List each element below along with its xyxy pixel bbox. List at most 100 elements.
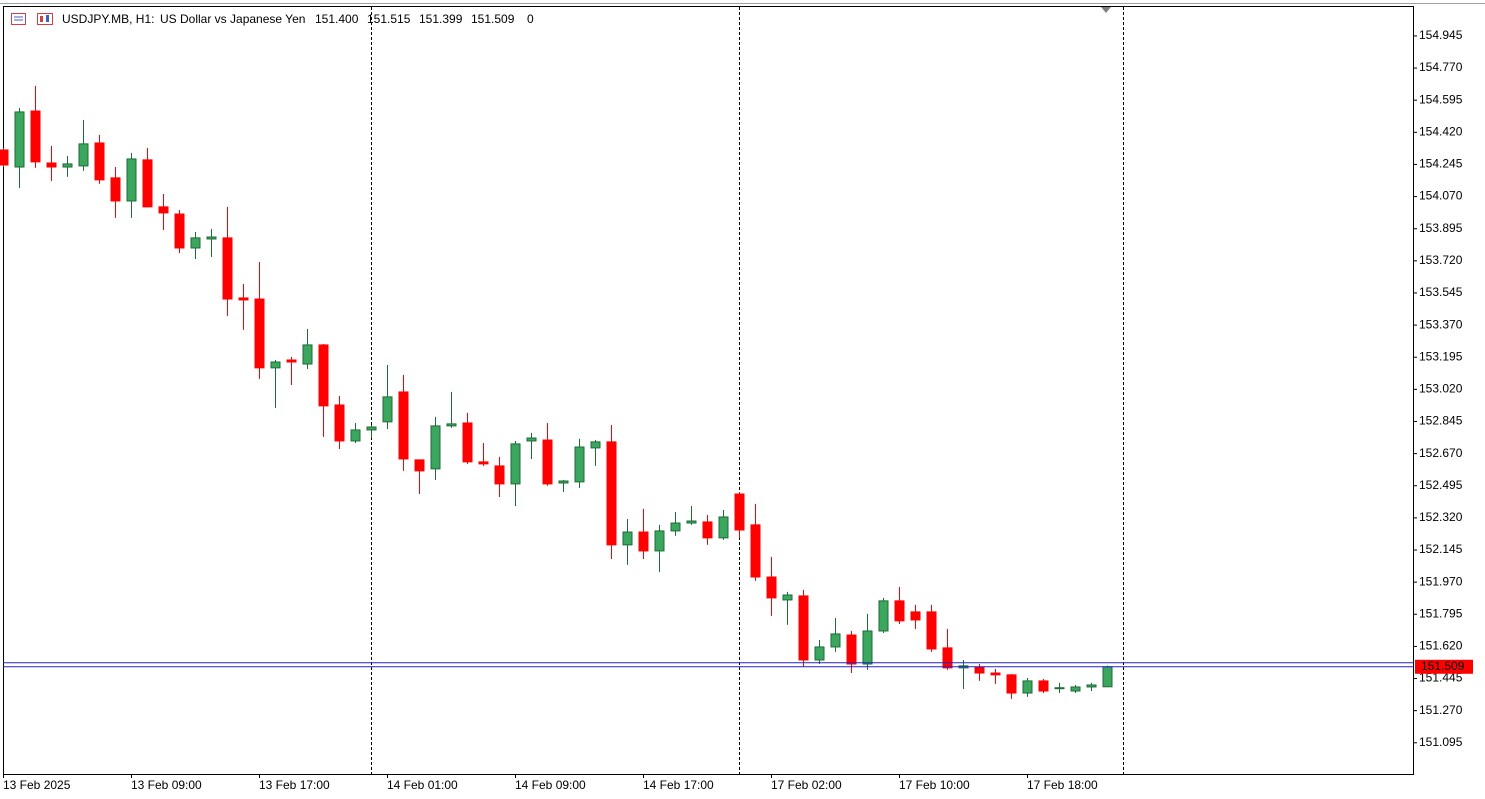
candle-body bbox=[862, 630, 873, 665]
candle-body bbox=[222, 237, 233, 300]
icon bbox=[40, 16, 43, 22]
candle-body bbox=[654, 530, 665, 552]
candle-body bbox=[734, 493, 745, 531]
y-tick-label: 151.095 bbox=[1419, 735, 1463, 749]
candle-body bbox=[910, 611, 921, 621]
candle-body bbox=[302, 344, 313, 365]
candle-body bbox=[846, 634, 857, 665]
candle-body bbox=[254, 298, 265, 369]
candle-body bbox=[974, 666, 985, 674]
y-tick-label: 154.070 bbox=[1419, 189, 1463, 203]
y-tick-label: 151.795 bbox=[1419, 606, 1463, 620]
candle-body bbox=[814, 646, 825, 661]
candle-body bbox=[750, 524, 761, 578]
candle-body bbox=[334, 404, 345, 442]
candle-body bbox=[1022, 680, 1033, 694]
y-tick-label: 153.545 bbox=[1419, 285, 1463, 299]
x-tick-label: 17 Feb 18:00 bbox=[1027, 778, 1098, 792]
period-separators bbox=[371, 7, 1124, 774]
candle-body bbox=[142, 159, 153, 208]
y-tick-label: 154.595 bbox=[1419, 92, 1463, 106]
candle-body bbox=[990, 672, 1001, 676]
candle-body bbox=[942, 647, 953, 669]
candle-body bbox=[766, 576, 777, 599]
y-tick-label: 154.420 bbox=[1419, 124, 1463, 138]
y-tick-label: 153.370 bbox=[1419, 317, 1463, 331]
candles bbox=[0, 85, 1113, 699]
y-tick-label: 153.720 bbox=[1419, 253, 1463, 267]
y-tick-label: 152.145 bbox=[1419, 542, 1463, 556]
candle-body bbox=[126, 158, 137, 202]
y-tick-label: 151.970 bbox=[1419, 574, 1463, 588]
candle-body bbox=[46, 162, 57, 168]
candle-body bbox=[798, 595, 809, 661]
candle-body bbox=[670, 522, 681, 532]
scroll-marker bbox=[1101, 7, 1111, 13]
candle-body bbox=[526, 437, 537, 442]
icon bbox=[37, 13, 53, 25]
title-icons bbox=[11, 13, 53, 25]
candle-body bbox=[366, 426, 377, 431]
plot-frame bbox=[3, 6, 1414, 775]
candle-body bbox=[94, 142, 105, 181]
y-tick-label: 153.020 bbox=[1419, 382, 1463, 396]
x-tick-label: 17 Feb 10:00 bbox=[899, 778, 970, 792]
candle-body bbox=[158, 206, 169, 214]
candle-body bbox=[1038, 680, 1049, 692]
candle-body bbox=[462, 422, 473, 463]
ohlc-value: 151.515 bbox=[367, 12, 411, 26]
icon bbox=[11, 13, 26, 25]
candle-body bbox=[510, 443, 521, 485]
ohlc-value: 151.400 bbox=[315, 12, 359, 26]
y-tick-label: 152.845 bbox=[1419, 414, 1463, 428]
ohlc-value: 151.399 bbox=[419, 12, 463, 26]
candle-body bbox=[414, 459, 425, 472]
y-tick-label: 152.320 bbox=[1419, 510, 1463, 524]
candle-body bbox=[494, 465, 505, 485]
x-tick-label: 13 Feb 2025 bbox=[3, 778, 71, 792]
candle-body bbox=[830, 633, 841, 648]
candle-body bbox=[382, 396, 393, 423]
candle-body bbox=[398, 391, 409, 460]
y-tick-label: 154.945 bbox=[1419, 28, 1463, 42]
candle-body bbox=[62, 163, 73, 168]
x-tick-label: 13 Feb 17:00 bbox=[259, 778, 330, 792]
description: US Dollar vs Japanese Yen bbox=[160, 12, 305, 26]
candle-body bbox=[286, 359, 297, 363]
candle-body bbox=[430, 425, 441, 470]
x-tick-label: 17 Feb 02:00 bbox=[771, 778, 842, 792]
candle-body bbox=[590, 441, 601, 449]
x-tick-label: 14 Feb 17:00 bbox=[643, 778, 714, 792]
candle-body bbox=[1086, 684, 1097, 688]
y-tick-label: 154.245 bbox=[1419, 157, 1463, 171]
candle-body bbox=[270, 361, 281, 369]
y-tick-label: 153.895 bbox=[1419, 221, 1463, 235]
y-tick-label: 151.445 bbox=[1419, 671, 1463, 685]
candle-body bbox=[238, 297, 249, 301]
candle-body bbox=[926, 611, 937, 650]
candle-body bbox=[638, 531, 649, 552]
x-tick-label: 14 Feb 01:00 bbox=[387, 778, 458, 792]
y-tick-label: 153.195 bbox=[1419, 349, 1463, 363]
bid-label-box bbox=[1415, 659, 1473, 674]
candle-body bbox=[686, 520, 697, 524]
candle-body bbox=[190, 237, 201, 249]
candle-body bbox=[622, 531, 633, 546]
candle-body bbox=[30, 110, 41, 163]
candle-body bbox=[206, 236, 217, 240]
candle-body bbox=[1070, 686, 1081, 692]
candle-body bbox=[782, 594, 793, 601]
candle-body bbox=[446, 423, 457, 427]
bid-label: 151.509 bbox=[1421, 659, 1465, 673]
candle-body bbox=[1102, 666, 1113, 688]
y-tick-label: 154.770 bbox=[1419, 60, 1463, 74]
x-tick-label: 13 Feb 09:00 bbox=[131, 778, 202, 792]
candle-body bbox=[14, 111, 25, 168]
candle-body bbox=[894, 600, 905, 622]
candle-body bbox=[318, 344, 329, 407]
candle-body bbox=[558, 480, 569, 484]
candle-body bbox=[702, 521, 713, 539]
candle-body bbox=[542, 439, 553, 485]
